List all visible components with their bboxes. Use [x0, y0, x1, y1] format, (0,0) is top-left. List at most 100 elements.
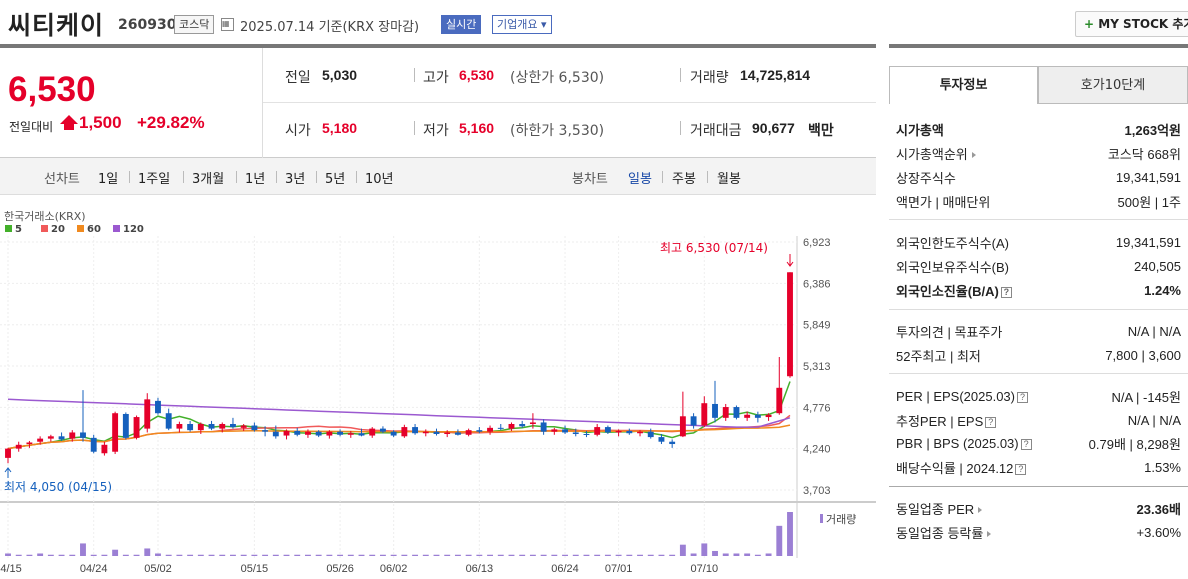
candle-body	[294, 430, 301, 435]
candle-daily[interactable]: 일봉	[628, 172, 652, 187]
help-icon[interactable]: ?	[1017, 391, 1028, 403]
help-icon[interactable]: ?	[1000, 286, 1012, 298]
dividend-value: 1.53%	[1144, 459, 1181, 475]
help-icon[interactable]: ?	[1015, 463, 1027, 475]
candle-body	[176, 423, 183, 429]
volume-bar	[304, 554, 311, 556]
candle-body	[80, 432, 86, 438]
volume-bar	[583, 554, 590, 556]
tab-hoga[interactable]: 호가10단계	[1038, 66, 1188, 104]
volume-bar	[208, 554, 215, 556]
ind-per-value: 23.36배	[1136, 501, 1182, 517]
period-5y[interactable]: 5년	[325, 172, 346, 187]
period-sep	[236, 171, 237, 183]
info-row-pbr: PBR | BPS (2025.03)? 0.79배 | 8,298원	[896, 431, 1181, 455]
high-label: 고가	[423, 69, 449, 85]
legend-swatch	[41, 225, 48, 232]
date-text: 2025.07.14 기준(KRX 장마감)	[240, 20, 420, 35]
volume-legend-swatch	[820, 514, 823, 523]
foreign-hold-value: 240,505	[1134, 258, 1181, 274]
candle-body	[412, 427, 419, 434]
candle-body	[540, 422, 547, 432]
period-1w[interactable]: 1주일	[138, 172, 171, 187]
rank-label-wrap[interactable]: 시가총액순위	[896, 144, 976, 163]
chevron-right-icon	[987, 531, 992, 538]
pbr-label: PBR | BPS (2025.03)	[896, 435, 1019, 451]
candle-body	[465, 430, 472, 435]
corp-overview-button[interactable]: 기업개요 ▾	[492, 15, 552, 34]
est-per-value: N/A | N/A	[1127, 412, 1181, 428]
market-cap-value: 1,263억원	[1124, 122, 1181, 138]
volume-bar	[155, 553, 161, 556]
volume-bar	[679, 544, 686, 556]
candle-body	[69, 432, 76, 439]
low-annotation: 최저 4,050 (04/15)	[4, 480, 112, 494]
help-icon[interactable]: ?	[1020, 438, 1032, 450]
info-divider	[889, 373, 1188, 374]
period-3y[interactable]: 3년	[285, 172, 306, 187]
candle-monthly[interactable]: 월봉	[717, 172, 741, 187]
ind-per-label-wrap[interactable]: 동일업종 PER	[896, 499, 983, 518]
period-10y[interactable]: 10년	[365, 172, 394, 187]
x-tick-label: 04/24	[80, 563, 108, 575]
info-divider	[889, 219, 1188, 220]
candle-body	[519, 423, 526, 427]
candle-body	[326, 431, 333, 436]
upper-limit: (상한가 6,530)	[510, 70, 605, 86]
period-1y[interactable]: 1년	[245, 172, 266, 187]
candle-body	[712, 403, 718, 418]
tab-invest-info[interactable]: 투자정보	[889, 66, 1038, 104]
dividend-label: 배당수익률 | 2024.12	[896, 460, 1014, 476]
period-sep	[183, 171, 184, 183]
ma120-line	[7, 398, 791, 428]
candle-body	[647, 431, 654, 438]
candle-body	[401, 427, 408, 437]
calendar-icon: ▦	[221, 18, 234, 31]
market-badge: 코스닥	[174, 15, 215, 34]
period-sep	[662, 171, 663, 183]
info-row-52w: 52주최고 | 최저 7,800 | 3,600	[896, 343, 1181, 367]
volume-bar	[454, 554, 461, 556]
opinion-value: N/A | N/A	[1127, 323, 1181, 339]
x-tick-label: 07/01	[605, 563, 633, 575]
volume-bar	[497, 554, 504, 556]
volume-bar	[347, 554, 354, 556]
volume-bar	[47, 554, 54, 556]
volume-bar	[90, 554, 97, 556]
est-per-label: 추정PER | EPS	[896, 413, 984, 429]
w52-value: 7,800 | 3,600	[1105, 347, 1181, 363]
mystock-add-button[interactable]: + MY STOCK 추가	[1075, 11, 1188, 37]
price-chart[interactable]: 6,923 6,386 5,849 5,313 4,776 4,240 3,703 04/15…	[0, 196, 876, 579]
volume-bar	[572, 554, 579, 556]
volume-bar	[487, 554, 494, 556]
amount-label: 거래대금	[690, 122, 742, 138]
help-icon[interactable]: ?	[985, 416, 997, 428]
period-sep	[276, 171, 277, 183]
foreign-limit-value: 19,341,591	[1115, 234, 1181, 250]
volume-label: 거래량	[826, 513, 856, 526]
candle-body	[47, 436, 54, 439]
legend-label: 20	[51, 224, 65, 235]
prev-compare-label: 전일대비	[9, 120, 54, 134]
period-1d[interactable]: 1일	[98, 172, 119, 187]
candle-body	[58, 436, 65, 440]
candle-chart-label: 봉차트	[572, 172, 608, 187]
volume-bar	[712, 550, 718, 556]
candle-body	[304, 431, 311, 435]
opinion-label: 투자의견 | 목표주가	[896, 324, 1003, 340]
candle-weekly[interactable]: 주봉	[672, 172, 696, 187]
realtime-button[interactable]: 실시간	[441, 15, 482, 34]
low-label: 저가	[423, 122, 449, 138]
par-label: 액면가 | 매매단위	[896, 194, 991, 210]
volume-bar	[37, 553, 44, 556]
foreign-hold-label: 외국인보유주식수(B)	[896, 259, 1010, 275]
par-value: 500원 | 1주	[1117, 194, 1181, 210]
candle-body	[722, 407, 729, 418]
info-row-per: PER | EPS(2025.03)? N/A | -145원	[896, 384, 1181, 408]
period-3m[interactable]: 3개월	[192, 172, 225, 187]
volume-bar	[272, 554, 279, 556]
quote-divider	[262, 48, 263, 158]
volume-bar	[326, 554, 333, 556]
candle-body	[776, 387, 783, 414]
ind-rate-label-wrap[interactable]: 동일업종 등락률	[896, 523, 992, 542]
